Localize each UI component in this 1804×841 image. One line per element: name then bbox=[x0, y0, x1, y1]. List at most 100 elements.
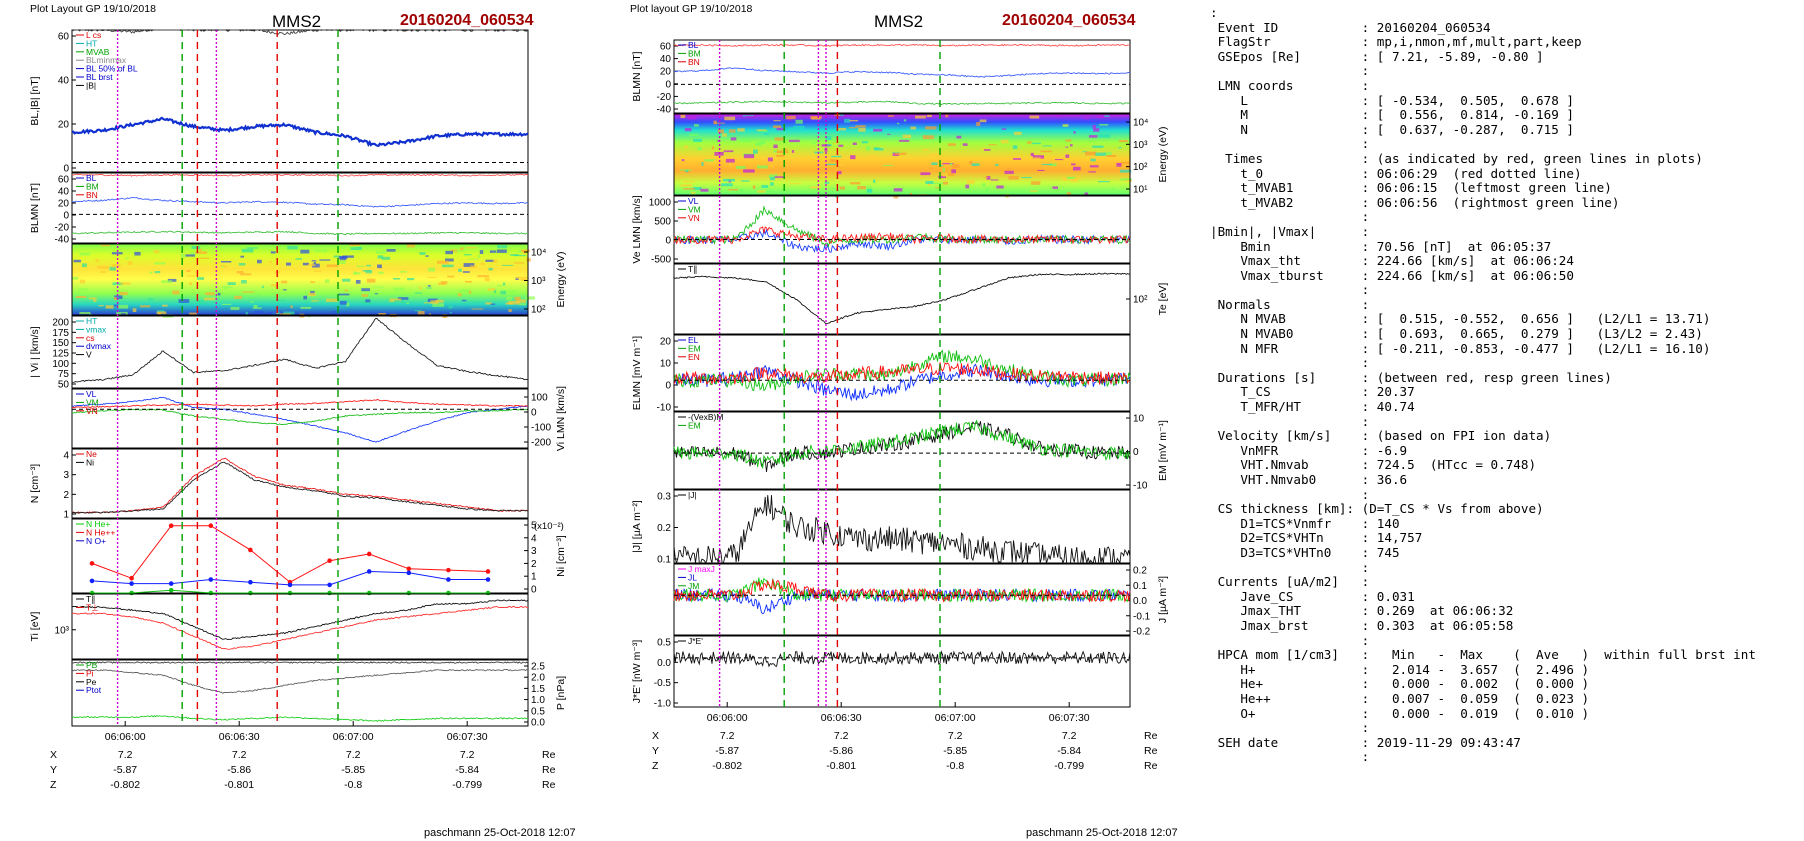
right-spectrogram-cell bbox=[680, 169, 692, 171]
right-spectrogram-cell bbox=[988, 144, 997, 146]
right-panel-frame-5 bbox=[673, 334, 1131, 412]
left-spectrogram-cell bbox=[520, 279, 527, 281]
left-spectrogram-cell bbox=[446, 256, 449, 259]
left-legend-entry: BL bbox=[86, 173, 97, 183]
info-line: N : [ 0.637, -0.287, 0.715 ] bbox=[1210, 122, 1574, 137]
left-spectrogram-cell bbox=[295, 258, 302, 260]
right-spectrogram-cell bbox=[721, 183, 733, 187]
left-spectrogram-cell bbox=[186, 275, 195, 277]
right-legend-entry: VM bbox=[688, 204, 701, 214]
left-spectrogram-cell bbox=[73, 259, 81, 263]
left-spectrogram-cell bbox=[308, 292, 316, 297]
right-spectrogram-cell bbox=[1125, 179, 1132, 182]
left-spectrogram-cell bbox=[487, 288, 496, 291]
info-line: Normals : bbox=[1210, 297, 1370, 312]
right-panel-4: 10² Te [eV] T∥ bbox=[673, 263, 1169, 335]
right-spectrogram-cell bbox=[1065, 139, 1072, 142]
right-spectrogram-cell bbox=[893, 194, 899, 199]
right-rtick-label: 10 bbox=[1133, 414, 1145, 425]
right-spectrogram-cell bbox=[1012, 145, 1018, 149]
right-legend-entry: T∥ bbox=[688, 264, 697, 274]
left-spectrogram-cell bbox=[199, 248, 202, 252]
right-spectrogram-cell bbox=[690, 191, 696, 194]
right-panel-frame-2 bbox=[673, 113, 1131, 196]
left-rlabel-5: Vi LMN [km/s] bbox=[555, 386, 567, 451]
info-line: T_CS : 20.37 bbox=[1210, 385, 1415, 400]
left-panel-frame-3 bbox=[71, 243, 529, 316]
right-figure: Plot layout GP 19/10/2018 MMS2 20160204_06… bbox=[630, 3, 1178, 839]
left-spectrogram-cell bbox=[257, 259, 262, 264]
right-pos-value: 7.2 bbox=[834, 730, 849, 742]
left-spectrogram-cell bbox=[497, 285, 506, 287]
right-ytick-label: 20 bbox=[660, 67, 672, 78]
right-spectrogram-cell bbox=[712, 146, 715, 150]
right-spectrogram-cell bbox=[995, 164, 999, 166]
left-spectrogram-cell bbox=[140, 305, 151, 308]
right-spectrogram-cell bbox=[1062, 177, 1068, 181]
right-spectrogram-cell bbox=[1008, 176, 1019, 180]
right-panel-9: -1.0 -0.5 0.0 0.5 J*E' [nW m⁻³] J*E' bbox=[631, 635, 1131, 710]
left-xtick-label: 06:06:00 bbox=[105, 731, 146, 743]
left-spectrogram-cell bbox=[186, 270, 191, 272]
right-ytick-label: -1.0 bbox=[654, 699, 672, 710]
left-spectrogram-cell bbox=[365, 299, 371, 303]
left-spectrogram-cell bbox=[414, 310, 422, 312]
left-ylabel-4: | Vi | [km/s] bbox=[29, 326, 41, 377]
right-spectrogram-cell bbox=[680, 184, 693, 187]
left-legend-entry: VM bbox=[86, 397, 99, 407]
left-legend-entry: MVAB bbox=[86, 47, 110, 57]
left-spectrogram-cell bbox=[378, 271, 385, 274]
info-line: He++ : 0.007 - 0.059 ( 0.023 ) bbox=[1210, 691, 1590, 706]
right-spectrogram-cell bbox=[1073, 131, 1076, 134]
left-spectrogram-cell bbox=[361, 288, 370, 292]
left-spectrogram-cell bbox=[471, 308, 484, 310]
right-spectrogram-cell bbox=[850, 182, 861, 185]
left-spectrogram-cell bbox=[488, 267, 493, 271]
left-series-T- bbox=[71, 605, 529, 650]
left-spectrogram-cell bbox=[132, 308, 137, 312]
right-spectrogram-cell bbox=[753, 149, 758, 154]
left-legend-entry: N O+ bbox=[86, 536, 106, 546]
right-spectrogram-cell bbox=[1070, 179, 1078, 183]
right-ytick-label: 0 bbox=[665, 381, 671, 392]
left-spectrogram-cell bbox=[365, 270, 373, 274]
left-spectrogram-cell bbox=[154, 262, 166, 265]
right-rlabel-2: Energy (eV) bbox=[1157, 126, 1169, 182]
right-spectrogram-cell bbox=[773, 144, 778, 149]
left-spectrogram-cell bbox=[114, 295, 123, 299]
right-spectrogram-cell bbox=[1097, 115, 1106, 118]
left-spectrogram-cell bbox=[489, 250, 497, 253]
left-pos-value: -0.8 bbox=[344, 779, 362, 791]
left-legend-entry: Ptot bbox=[86, 685, 102, 695]
left-rtick-label: 3 bbox=[531, 546, 537, 557]
right-spectrogram-cell bbox=[982, 183, 986, 187]
right-legend-entry: JL bbox=[688, 572, 697, 582]
left-spectrogram-cell bbox=[361, 294, 368, 297]
right-spectrogram-cell bbox=[681, 159, 685, 162]
right-pos-value: -0.799 bbox=[1054, 760, 1084, 772]
left-spectrogram-cell bbox=[111, 252, 123, 255]
left-ytick-label: 0 bbox=[63, 164, 69, 175]
info-line: Velocity [km/s] : (based on FPI ion data… bbox=[1210, 429, 1552, 444]
left-spectrogram-cell bbox=[311, 300, 319, 302]
right-spectrogram-cell bbox=[984, 149, 991, 151]
left-spectrogram-cell bbox=[134, 251, 141, 256]
right-ylabel-5: ELMN [mV m⁻¹] bbox=[631, 336, 643, 410]
left-ytick-label: 40 bbox=[58, 76, 70, 87]
right-series--J- bbox=[673, 495, 1131, 565]
info-line: M : [ 0.556, 0.814, -0.169 ] bbox=[1210, 108, 1574, 123]
right-spectrogram-cell bbox=[1092, 125, 1096, 129]
left-spectrogram-cell bbox=[72, 276, 79, 280]
right-spectrogram-cell bbox=[849, 127, 857, 129]
left-spectrogram-cell bbox=[516, 276, 528, 279]
left-spectrogram-cell bbox=[313, 245, 317, 248]
right-spectrogram-cell bbox=[735, 166, 746, 169]
left-spectrogram-cell bbox=[254, 310, 264, 315]
right-spectrogram-cell bbox=[965, 184, 970, 189]
right-spectrogram-cell bbox=[857, 186, 866, 190]
left-spectrogram-cell bbox=[458, 293, 462, 297]
info-line: : bbox=[1210, 560, 1370, 575]
left-spectrogram-cell bbox=[470, 265, 477, 268]
left-legend-entry: BL 50% of BL bbox=[86, 64, 138, 74]
info-line: L : [ -0.534, 0.505, 0.678 ] bbox=[1210, 93, 1574, 108]
